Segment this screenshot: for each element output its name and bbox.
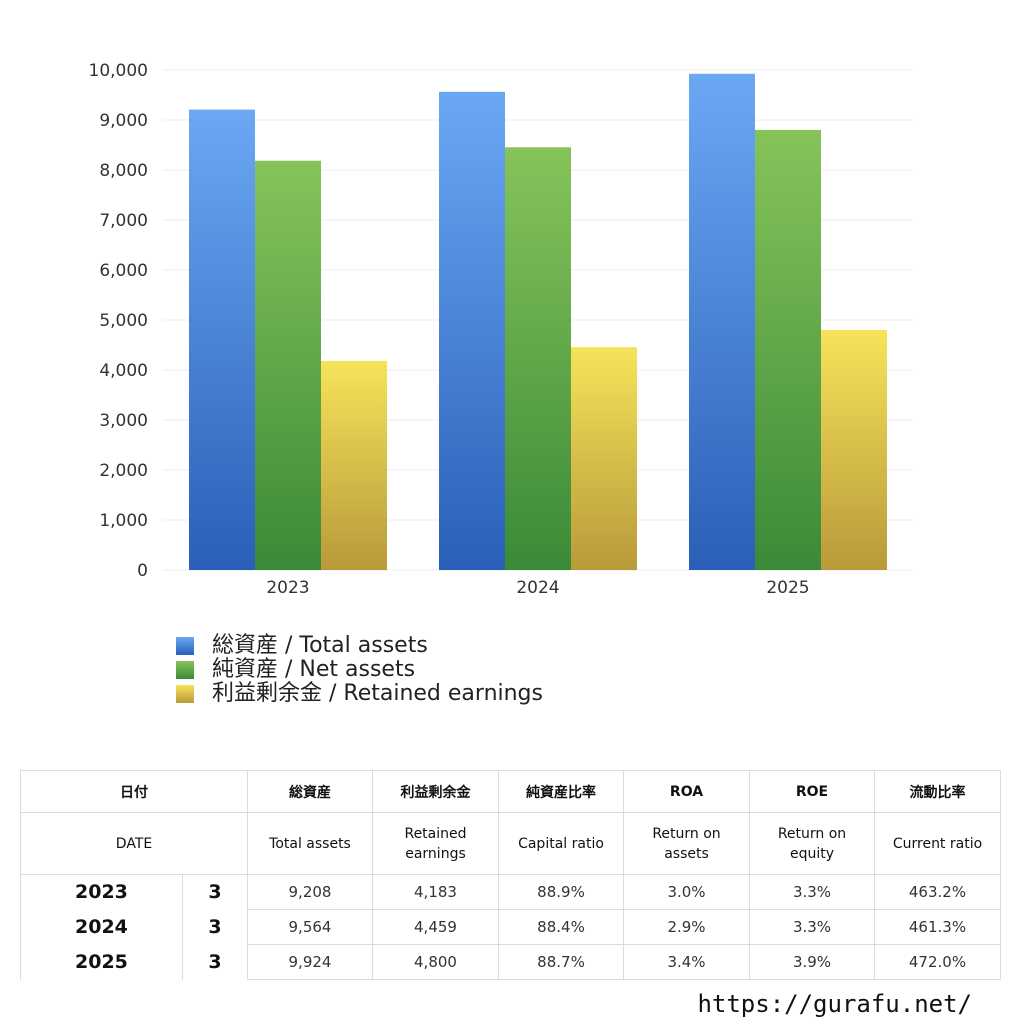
header-roa-en: Return on assets <box>623 812 750 875</box>
y-tick-label: 7,000 <box>99 211 148 231</box>
cell-current-ratio: 463.2% <box>874 874 1001 910</box>
bar-chart: 0 1,000 2,000 3,000 4,000 5,000 6,000 7,000 8,00… <box>89 61 913 598</box>
y-axis-ticks: 0 1,000 2,000 3,000 4,000 5,000 6,000 7,000 8,00… <box>89 61 148 581</box>
y-tick-label: 3,000 <box>99 411 148 431</box>
y-tick-label: 1,000 <box>99 511 148 531</box>
site-url[interactable]: https://gurafu.net/ <box>697 990 972 1018</box>
header-roe-jp: ROE <box>749 770 875 813</box>
table-row: 2025 3 9,924 4,800 88.7% 3.4% 3.9% 472.0… <box>20 944 1001 980</box>
row-month: 3 <box>182 874 248 910</box>
header-total-assets-jp: 総資産 <box>247 770 373 813</box>
header-date-jp: 日付 <box>20 770 248 813</box>
table-row: 2024 3 9,564 4,459 88.4% 2.9% 3.3% 461.3… <box>20 909 1001 945</box>
legend-swatch-yellow <box>176 685 194 703</box>
y-tick-label: 2,000 <box>99 461 148 481</box>
cell-roe: 3.3% <box>749 909 875 945</box>
bar-total-assets-2023 <box>189 109 255 570</box>
header-capital-ratio-jp: 純資産比率 <box>498 770 624 813</box>
bar-retained-earnings-2024 <box>571 347 637 570</box>
bars <box>189 73 887 571</box>
cell-retained: 4,183 <box>372 874 499 910</box>
cell-roe: 3.9% <box>749 944 875 980</box>
table-header-jp: 日付 総資産 利益剰余金 純資産比率 ROA ROE 流動比率 <box>20 770 1001 813</box>
bar-total-assets-2024 <box>439 91 505 571</box>
cell-total-assets: 9,208 <box>247 874 373 910</box>
legend-label: 総資産 / Total assets <box>212 633 428 658</box>
legend-item-retained-earnings: 利益剰余金 / Retained earnings <box>176 682 543 706</box>
header-roa-jp: ROA <box>623 770 750 813</box>
y-tick-label: 4,000 <box>99 361 148 381</box>
bar-net-assets-2025 <box>755 129 821 570</box>
legend-item-net-assets: 純資産 / Net assets <box>176 658 543 682</box>
row-year: 2025 <box>20 944 183 980</box>
legend-label: 利益剰余金 / Retained earnings <box>212 681 543 706</box>
cell-roa: 2.9% <box>623 909 750 945</box>
header-retained-en: Retained earnings <box>372 812 499 875</box>
cell-roa: 3.4% <box>623 944 750 980</box>
cell-capital-ratio: 88.7% <box>498 944 624 980</box>
cell-roe: 3.3% <box>749 874 875 910</box>
header-capital-ratio-en: Capital ratio <box>498 812 624 875</box>
row-month: 3 <box>182 944 248 980</box>
header-current-ratio-en: Current ratio <box>874 812 1001 875</box>
header-current-ratio-jp: 流動比率 <box>874 770 1001 813</box>
legend-swatch-green <box>176 661 194 679</box>
x-tick-label: 2023 <box>266 578 309 598</box>
legend-swatch-blue <box>176 637 194 655</box>
bar-net-assets-2024 <box>505 147 571 570</box>
header-roe-en: Return on equity <box>749 812 875 875</box>
bar-retained-earnings-2025 <box>821 330 887 570</box>
row-year: 2024 <box>20 909 183 945</box>
y-tick-label: 6,000 <box>99 261 148 281</box>
header-date-en: DATE <box>20 812 248 875</box>
table-header-en: DATE Total assets Retained earnings Capi… <box>20 812 1001 875</box>
cell-current-ratio: 472.0% <box>874 944 1001 980</box>
y-tick-label: 0 <box>137 561 148 581</box>
cell-current-ratio: 461.3% <box>874 909 1001 945</box>
cell-capital-ratio: 88.4% <box>498 909 624 945</box>
cell-roa: 3.0% <box>623 874 750 910</box>
y-tick-label: 10,000 <box>89 61 148 81</box>
y-tick-label: 8,000 <box>99 161 148 181</box>
x-tick-label: 2025 <box>766 578 809 598</box>
row-month: 3 <box>182 909 248 945</box>
legend-item-total-assets: 総資産 / Total assets <box>176 634 543 658</box>
bar-retained-earnings-2023 <box>321 360 387 570</box>
cell-total-assets: 9,564 <box>247 909 373 945</box>
y-tick-label: 9,000 <box>99 111 148 131</box>
legend: 総資産 / Total assets 純資産 / Net assets 利益剰余… <box>176 634 543 706</box>
bar-total-assets-2025 <box>689 73 755 571</box>
bar-net-assets-2023 <box>255 160 321 570</box>
cell-capital-ratio: 88.9% <box>498 874 624 910</box>
x-tick-label: 2024 <box>516 578 559 598</box>
table-row: 2023 3 9,208 4,183 88.9% 3.0% 3.3% 463.2… <box>20 874 1001 910</box>
x-axis-ticks: 2023 2024 2025 <box>266 578 809 598</box>
financial-table: 日付 総資産 利益剰余金 純資産比率 ROA ROE 流動比率 DATE Tot… <box>20 770 1001 980</box>
header-retained-jp: 利益剰余金 <box>372 770 499 813</box>
cell-retained: 4,800 <box>372 944 499 980</box>
y-tick-label: 5,000 <box>99 311 148 331</box>
cell-retained: 4,459 <box>372 909 499 945</box>
header-total-assets-en: Total assets <box>247 812 373 875</box>
legend-label: 純資産 / Net assets <box>212 657 416 682</box>
row-year: 2023 <box>20 874 183 910</box>
cell-total-assets: 9,924 <box>247 944 373 980</box>
